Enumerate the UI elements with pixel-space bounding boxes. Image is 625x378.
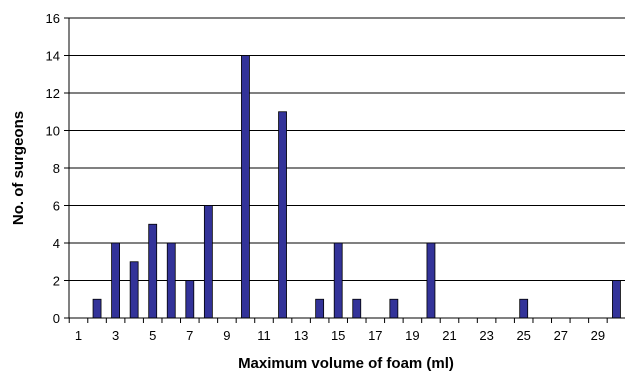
x-tick-label: 21 <box>442 328 456 343</box>
bar <box>185 280 195 319</box>
y-tick-label: 2 <box>53 274 60 289</box>
y-tick-label: 8 <box>53 161 60 176</box>
bar <box>519 298 529 319</box>
x-tick-label: 17 <box>368 328 382 343</box>
x-tick-label: 7 <box>186 328 193 343</box>
bar <box>426 242 436 319</box>
bar <box>92 298 102 319</box>
x-tick-label: 9 <box>223 328 230 343</box>
bar <box>148 223 158 319</box>
bar <box>389 298 399 319</box>
bar <box>203 205 213 319</box>
y-tick-labels: 0 2 4 6 8 10 12 14 16 <box>46 11 60 326</box>
bar <box>612 280 621 319</box>
bar <box>278 111 287 319</box>
x-tick-label: 23 <box>479 328 493 343</box>
y-tick-label: 10 <box>46 124 60 139</box>
y-tick-label: 14 <box>46 49 60 64</box>
y-tick-label: 4 <box>53 236 60 251</box>
bar <box>129 261 139 319</box>
y-tick-label: 6 <box>53 199 60 214</box>
x-tick-label: 3 <box>112 328 119 343</box>
bar <box>352 298 362 319</box>
x-axis-title: Maximum volume of foam (ml) <box>238 355 454 372</box>
x-tick-label: 27 <box>554 328 568 343</box>
x-tick-label: 13 <box>294 328 308 343</box>
axes <box>64 17 625 323</box>
x-tick-label: 5 <box>149 328 156 343</box>
bar <box>111 242 120 319</box>
x-tick-label: 19 <box>405 328 419 343</box>
bar <box>333 242 343 319</box>
x-tick-label: 1 <box>75 328 82 343</box>
x-tick-label: 11 <box>257 328 271 343</box>
x-tick-label: 25 <box>516 328 530 343</box>
x-tick-labels: 1 3 5 7 9 11 13 15 17 19 21 23 25 27 29 <box>75 328 605 343</box>
y-axis-title: No. of surgeons <box>10 111 27 225</box>
bar <box>241 55 250 319</box>
x-tick-label: 15 <box>331 328 345 343</box>
bar <box>315 298 325 319</box>
x-tick-label: 29 <box>591 328 605 343</box>
bar <box>166 242 176 319</box>
y-tick-label: 16 <box>46 11 60 26</box>
bars <box>92 55 621 319</box>
y-tick-label: 12 <box>46 86 60 101</box>
gridlines <box>69 17 625 281</box>
y-tick-label: 0 <box>53 311 60 326</box>
